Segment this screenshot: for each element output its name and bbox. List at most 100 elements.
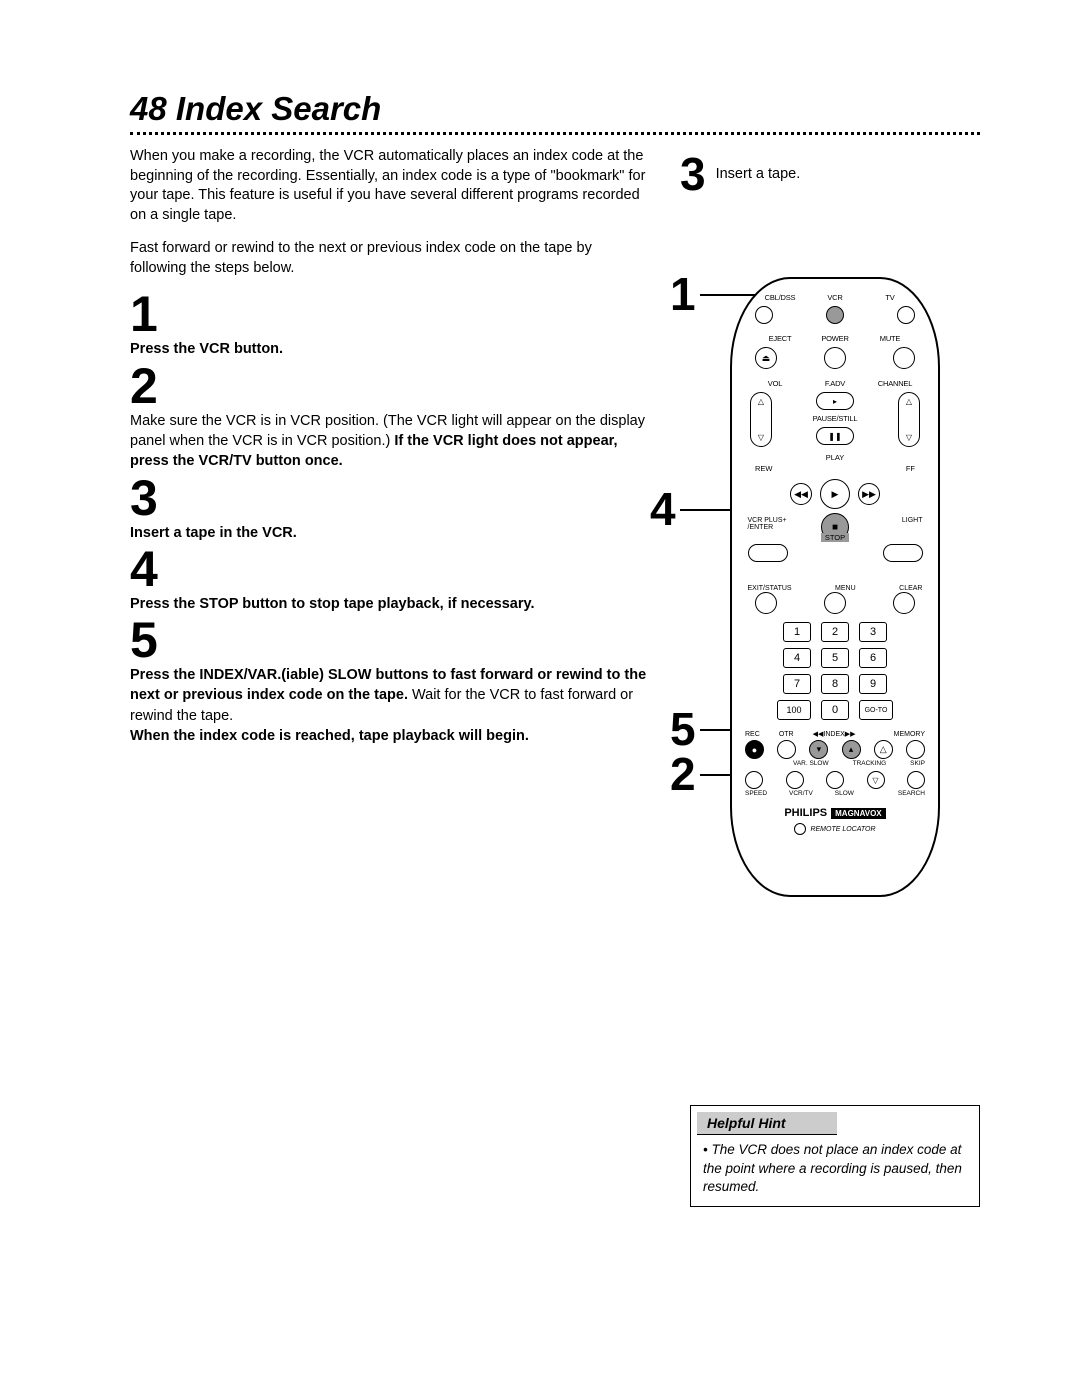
lbl-play: PLAY bbox=[826, 453, 845, 462]
down-icon: ▽ bbox=[906, 433, 912, 442]
key-goto[interactable]: GO-TO bbox=[859, 700, 893, 720]
key-0[interactable]: 0 bbox=[821, 700, 849, 720]
key-8[interactable]: 8 bbox=[821, 674, 849, 694]
key-4[interactable]: 4 bbox=[783, 648, 811, 668]
locator-icon bbox=[794, 823, 806, 835]
rec-button[interactable]: ● bbox=[745, 740, 764, 759]
lbl-vcrplus: VCR PLUS+ bbox=[748, 517, 787, 524]
mute-button[interactable] bbox=[893, 347, 915, 369]
page-title-text: Index Search bbox=[176, 90, 381, 127]
tracking-button[interactable]: △ bbox=[874, 740, 893, 759]
fadv-button[interactable]: ▸ bbox=[816, 392, 854, 410]
numpad: 1 2 3 4 5 6 7 8 9 100 0 GO-TO bbox=[777, 622, 893, 726]
key-2[interactable]: 2 bbox=[821, 622, 849, 642]
vol-rocker[interactable]: △▽ bbox=[750, 392, 772, 447]
menu-button[interactable] bbox=[824, 592, 846, 614]
lbl-cbldss: CBL/DSS bbox=[755, 293, 805, 302]
rew-button[interactable]: ◀◀ bbox=[790, 483, 812, 505]
lbl-enter: /ENTER bbox=[748, 524, 774, 531]
page-title: 48 Index Search bbox=[130, 90, 980, 128]
up-icon: △ bbox=[758, 397, 764, 406]
index-ff-button[interactable]: ▴ bbox=[842, 740, 861, 759]
step-2-text: Make sure the VCR is in VCR position. (T… bbox=[130, 411, 650, 472]
index-rew-button[interactable]: ▾ bbox=[809, 740, 828, 759]
key-5[interactable]: 5 bbox=[821, 648, 849, 668]
remote-lower-section: REC OTR ◀◀INDEX▶▶ MEMORY ● ▾ ▴ △ VAR. SL bbox=[745, 730, 925, 797]
lbl-varslow: VAR. SLOW bbox=[793, 760, 829, 767]
remote-row2-btns: ⏏ bbox=[755, 347, 915, 369]
lbl-tracking: TRACKING bbox=[853, 760, 887, 767]
key-100[interactable]: 100 bbox=[777, 700, 811, 720]
lbl-otr: OTR bbox=[779, 731, 794, 738]
clear-button[interactable] bbox=[893, 592, 915, 614]
hint-title: Helpful Hint bbox=[697, 1112, 837, 1135]
tracking-dn-button[interactable]: ▽ bbox=[867, 771, 885, 789]
cbldss-button[interactable] bbox=[755, 306, 773, 324]
lbl-slow: SLOW bbox=[835, 790, 854, 797]
up-icon: △ bbox=[906, 397, 912, 406]
lbl-eject: EJECT bbox=[755, 334, 805, 343]
step-5-text: Press the INDEX/VAR.(iable) SLOW buttons… bbox=[130, 665, 650, 746]
lbl-stop: STOP bbox=[821, 533, 849, 542]
channel-rocker[interactable]: △▽ bbox=[898, 392, 920, 447]
pause-button[interactable]: ❚❚ bbox=[816, 427, 854, 445]
key-6[interactable]: 6 bbox=[859, 648, 887, 668]
otr-button[interactable] bbox=[777, 740, 796, 759]
callout-2: 2 bbox=[670, 747, 696, 801]
content: When you make a recording, the VCR autom… bbox=[130, 147, 980, 750]
lbl-menu: MENU bbox=[835, 585, 856, 592]
speed-button[interactable] bbox=[745, 771, 763, 789]
brand-magnavox: MAGNAVOX bbox=[831, 808, 886, 819]
search-button[interactable] bbox=[907, 771, 925, 789]
right-step-3-num: 3 bbox=[680, 147, 706, 201]
vcr-button[interactable] bbox=[826, 306, 844, 324]
right-step-3-text: Insert a tape. bbox=[716, 166, 801, 182]
intro-p2: Fast forward or rewind to the next or pr… bbox=[130, 239, 650, 278]
lbl-ff: FF bbox=[906, 464, 915, 473]
lbl-exitstatus: EXIT/STATUS bbox=[748, 585, 792, 592]
slow-button[interactable] bbox=[826, 771, 844, 789]
step-1-text: Press the VCR button. bbox=[130, 339, 650, 359]
play-cluster: PLAY REW FF ◀◀ ▶ ▶▶ ■ VCR PLUS+/ENTER LI… bbox=[750, 453, 920, 583]
vcrplus-button[interactable] bbox=[748, 544, 788, 562]
lbl-skip: SKIP bbox=[910, 760, 925, 767]
eject-button[interactable]: ⏏ bbox=[755, 347, 777, 369]
tv-button[interactable] bbox=[897, 306, 915, 324]
step-4-text: Press the STOP button to stop tape playb… bbox=[130, 594, 650, 614]
light-button[interactable] bbox=[883, 544, 923, 562]
hint-body: The VCR does not place an index code at … bbox=[691, 1141, 979, 1206]
lbl-search: SEARCH bbox=[898, 790, 925, 797]
lbl-power: POWER bbox=[810, 334, 860, 343]
remote-small-btns bbox=[755, 592, 915, 614]
lbl-pause: PAUSE/STILL bbox=[810, 414, 860, 423]
title-rule bbox=[130, 132, 980, 135]
ff-button[interactable]: ▶▶ bbox=[858, 483, 880, 505]
lbl-mute: MUTE bbox=[865, 334, 915, 343]
step-3-text: Insert a tape in the VCR. bbox=[130, 523, 650, 543]
locator-label: REMOTE LOCATOR bbox=[810, 826, 875, 833]
vcrtv-button[interactable] bbox=[786, 771, 804, 789]
lbl-speed: SPEED bbox=[745, 790, 767, 797]
lbl-rew: REW bbox=[755, 464, 773, 473]
key-7[interactable]: 7 bbox=[783, 674, 811, 694]
play-button[interactable]: ▶ bbox=[820, 479, 850, 509]
remote-small-labels: EXIT/STATUS MENU CLEAR bbox=[748, 585, 923, 592]
lbl-tv: TV bbox=[865, 293, 915, 302]
lbl-clear: CLEAR bbox=[899, 585, 922, 592]
helpful-hint-box: Helpful Hint The VCR does not place an i… bbox=[690, 1105, 980, 1207]
exitstatus-button[interactable] bbox=[755, 592, 777, 614]
power-button[interactable] bbox=[824, 347, 846, 369]
lbl-vcr: VCR bbox=[810, 293, 860, 302]
remote-row3-lbl: VOL F.ADV CHANNEL bbox=[750, 379, 920, 388]
key-3[interactable]: 3 bbox=[859, 622, 887, 642]
step-2-num: 2 bbox=[130, 364, 650, 409]
memory-button[interactable] bbox=[906, 740, 925, 759]
brand-row: PHILIPS MAGNAVOX bbox=[784, 807, 885, 819]
key-9[interactable]: 9 bbox=[859, 674, 887, 694]
lbl-light: LIGHT bbox=[902, 517, 923, 531]
remote-row2-lbl: EJECT POWER MUTE bbox=[755, 334, 915, 343]
brand-philips: PHILIPS bbox=[784, 807, 827, 819]
remote-row3-btns: △▽ ▸ PAUSE/STILL ❚❚ △▽ bbox=[750, 392, 920, 447]
key-1[interactable]: 1 bbox=[783, 622, 811, 642]
lbl-fadv: F.ADV bbox=[810, 379, 860, 388]
